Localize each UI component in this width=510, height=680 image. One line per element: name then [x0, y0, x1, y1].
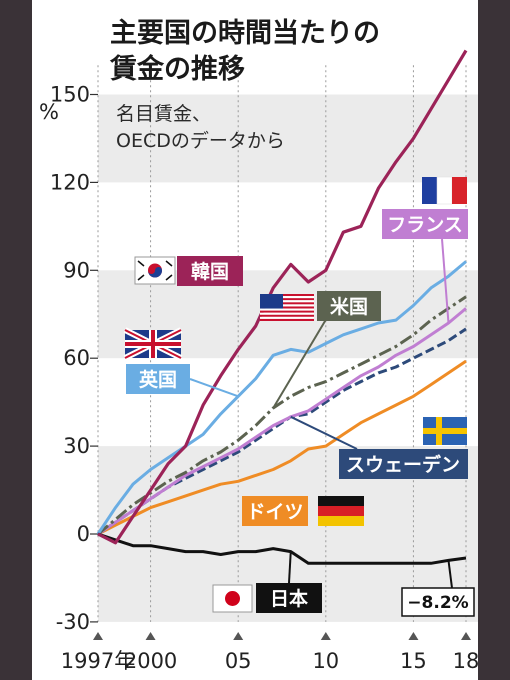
- y-tick-label: 90: [63, 258, 90, 282]
- leader-line: [288, 551, 292, 584]
- x-tick-label: 15: [400, 649, 427, 673]
- y-tick-label: 60: [63, 346, 90, 370]
- series-line: [97, 295, 467, 536]
- series-line: [97, 532, 467, 565]
- x-tick-label: 05: [225, 649, 252, 673]
- title-block: 主要国の時間当たりの 賃金の推移 名目賃金、 OECDのデータから %: [39, 18, 380, 152]
- leader-line: [272, 305, 335, 409]
- us-flag-stripe: [260, 300, 314, 303]
- us-flag-stripe: [260, 296, 314, 299]
- y-unit-label: %: [39, 100, 59, 124]
- leader-line: [447, 560, 453, 589]
- leader-line: [290, 415, 358, 450]
- series-line: [97, 359, 467, 536]
- leader-line: [189, 378, 239, 398]
- japan-end-value: −8.2%: [407, 593, 468, 613]
- y-axis-ticks: -30 0 30 60 90 120 150: [50, 83, 98, 634]
- label-germany-text: ドイツ: [246, 501, 303, 523]
- us-flag-stripe: [260, 298, 314, 301]
- x-tick-marker: [408, 632, 419, 640]
- us-flag-stripe: [260, 310, 314, 313]
- us-flag-stripe: [260, 306, 314, 309]
- label-japan-text: 日本: [270, 587, 308, 610]
- label-germany: ドイツ: [242, 496, 308, 526]
- y-tick-label: 0: [77, 522, 90, 546]
- chart-title-line-1: 主要国の時間当たりの: [110, 18, 380, 49]
- leader-line: [441, 238, 450, 324]
- label-korea: 韓国: [177, 256, 243, 286]
- uk-flag: [123, 327, 183, 361]
- label-france-text: フランス: [387, 214, 463, 236]
- label-sweden-text: スウェーデン: [346, 453, 460, 476]
- us-flag: [260, 294, 314, 321]
- x-tick-marker: [320, 632, 331, 640]
- x-tick-label: 1997年: [61, 649, 135, 673]
- y-tick-label: -30: [56, 610, 90, 634]
- y-tick-label: 30: [63, 434, 90, 458]
- us-flag-stripe: [260, 304, 314, 307]
- us-flag-stripe: [260, 314, 314, 317]
- label-japan: 日本: [256, 583, 322, 613]
- label-france: フランス: [382, 209, 468, 239]
- us-flag-canton: [260, 294, 283, 309]
- label-us: 米国: [317, 291, 381, 321]
- us-flag-stripe: [260, 318, 314, 321]
- series-lines: [96, 49, 468, 565]
- series-line: [96, 260, 467, 535]
- series-line: [97, 307, 467, 536]
- x-tick-marker: [145, 632, 156, 640]
- chart-title-line-2: 賃金の推移: [109, 53, 245, 85]
- x-tick-marker: [233, 632, 244, 640]
- chart-frame: -30 0 30 60 90 120 150 1997年 2000 05 10 15 18 主要国の時…: [32, 0, 478, 680]
- label-korea-text: 韓国: [191, 260, 229, 283]
- sweden-flag: [423, 417, 467, 445]
- south-korea-flag: [134, 256, 176, 285]
- label-uk: 英国: [126, 364, 190, 394]
- label-us-text: 米国: [330, 295, 368, 318]
- subtitle-line-2: OECDのデータから: [116, 130, 285, 152]
- label-uk-text: 英国: [139, 368, 177, 391]
- us-flag-stripe: [260, 316, 314, 319]
- label-sweden: スウェーデン: [339, 449, 468, 479]
- x-tick-marker: [93, 632, 103, 640]
- x-tick-label: 18: [453, 649, 478, 673]
- japan-end-annotation: −8.2%: [401, 587, 475, 617]
- us-flag-stripe: [260, 302, 314, 305]
- subtitle-line-1: 名目賃金、: [116, 103, 211, 125]
- us-flag-stripe: [260, 308, 314, 311]
- us-flag-stripe: [260, 312, 314, 315]
- background-bands: [98, 94, 478, 622]
- germany-flag: [318, 496, 364, 526]
- series-line: [97, 49, 468, 545]
- france-flag: [422, 176, 467, 205]
- x-tick-marker: [461, 632, 471, 640]
- y-tick-label: 120: [50, 170, 90, 194]
- x-tick-label: 10: [312, 649, 339, 673]
- us-flag-stripe: [260, 294, 314, 297]
- label-leader-lines: [189, 238, 453, 589]
- x-tick-label: 2000: [124, 649, 177, 673]
- japan-flag: [212, 584, 253, 613]
- y-tick-label: 150: [50, 83, 90, 107]
